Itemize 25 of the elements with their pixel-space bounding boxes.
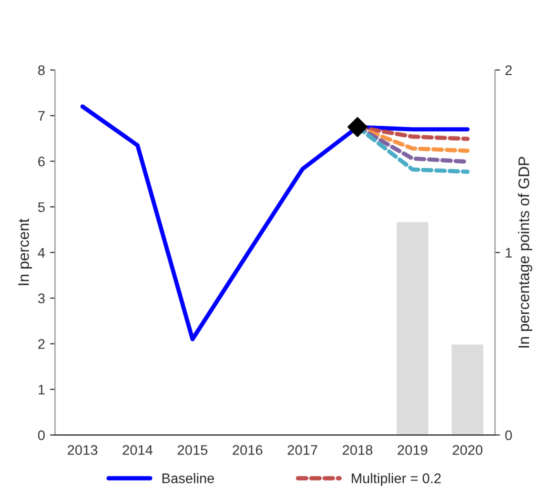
y-tick-label: 2 [38,339,45,349]
x-tick-label: 2017 [288,445,318,455]
y-tick-label: 3 [38,293,45,304]
y-tick-label: 5 [38,202,45,212]
x-tick-label: 2019 [398,445,428,455]
y-tick-label: 7 [38,111,45,121]
x-tick-label: 2016 [232,445,262,455]
y2-tick-label: 2 [505,65,512,76]
legend-label: Baseline [162,473,214,484]
line-series [80,104,470,342]
x-tick-label: 2015 [178,445,208,455]
y2-axis-title: In percentage points of GDP [518,156,532,348]
y-tick-label: 6 [38,156,45,166]
x-tick-label: 2014 [122,445,153,455]
legend-label: Multiplier = 0.2 [352,473,441,486]
y2-tick-label: 1 [506,248,512,258]
y2-tick-label: 0 [505,430,512,440]
x-tick-label: 2018 [342,445,372,455]
x-tick-label: 2020 [452,445,482,455]
y-tick-label: 0 [38,430,45,440]
x-tick-label: 2013 [68,445,98,455]
y-tick-label: 1 [38,384,45,394]
y-axis-title: In percent [18,218,32,286]
y-tick-label: 4 [38,248,45,258]
y-tick-label: 8 [38,65,45,76]
